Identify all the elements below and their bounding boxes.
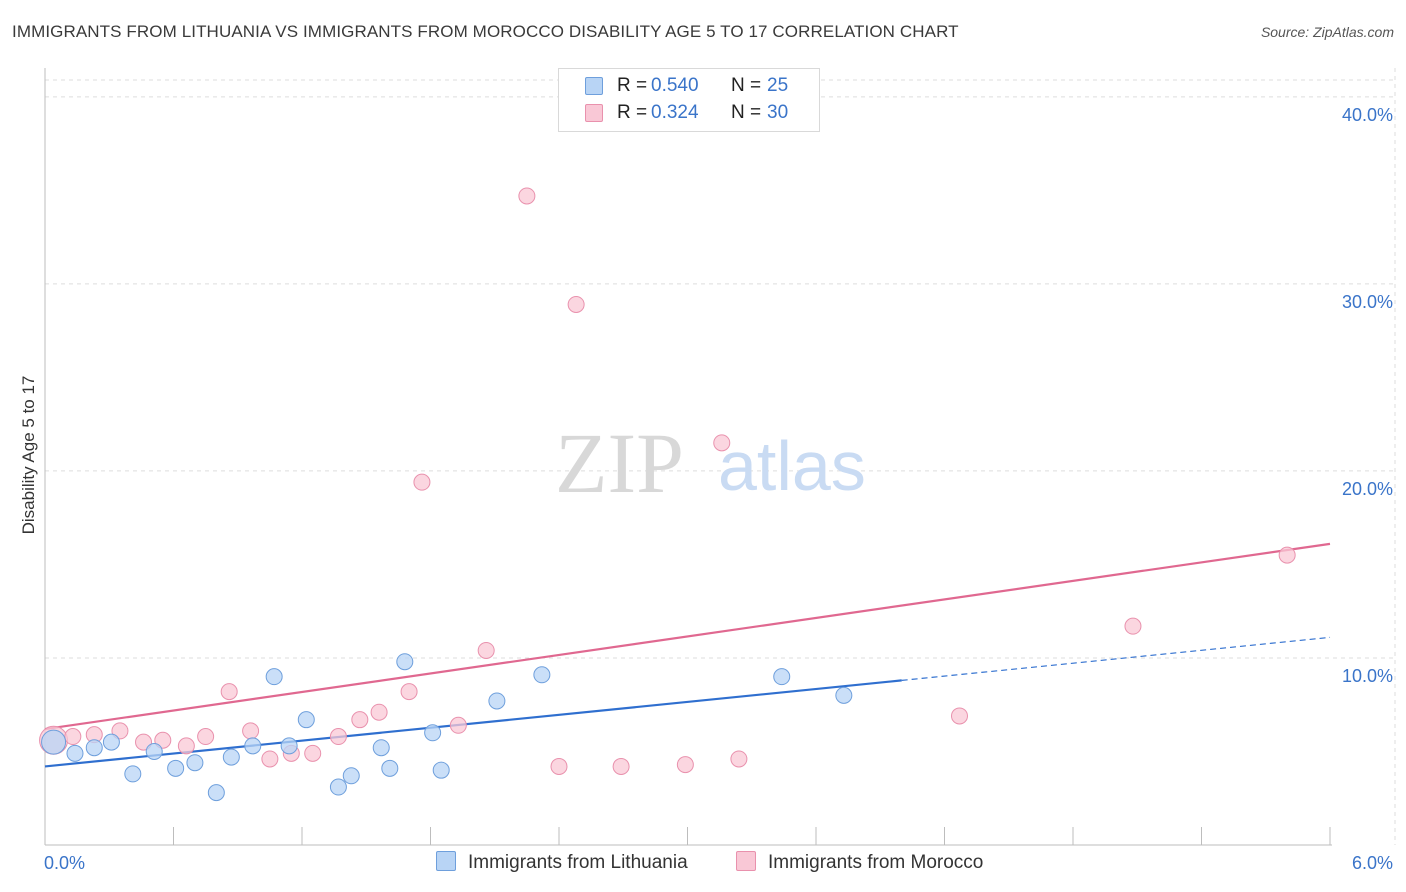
data-point-lithuania [773,668,791,686]
y-tick-label: 10.0% [1342,666,1393,686]
data-point-lithuania [432,761,450,779]
data-point-lithuania [424,724,442,742]
series-lithuania-points [41,653,853,802]
data-point-morocco [713,434,731,452]
data-point-morocco [449,716,467,734]
data-point-morocco [730,750,748,768]
data-point-lithuania [85,739,103,757]
watermark-atlas: atlas [718,427,866,505]
data-point-lithuania [167,759,185,777]
data-point-morocco [477,641,495,659]
data-point-lithuania [280,737,298,755]
data-point-lithuania [124,765,142,783]
trend-line-lithuania-extension [901,636,1331,682]
data-point-morocco [550,757,568,775]
data-point-morocco [111,722,129,740]
legend-swatch-morocco [585,104,603,122]
data-point-morocco [177,737,195,755]
legend-swatch-lithuania [585,77,603,95]
data-point-lithuania [244,737,262,755]
data-point-lithuania [186,754,204,772]
data-point-lithuania [381,759,399,777]
data-point-lithuania [41,729,67,755]
legend-r-label: R = [617,75,648,96]
y-tick-label: 20.0% [1342,479,1393,499]
data-point-lithuania [342,767,360,785]
trend-lines [44,542,1331,768]
watermark-zip: ZIP [555,415,684,511]
data-point-morocco [518,187,536,205]
stats-legend: R = 0.540 N = 25 R = 0.324 N = 30 [558,68,820,132]
axes [44,68,1332,846]
data-point-morocco [154,731,172,749]
data-point-morocco [197,728,215,746]
data-point-morocco [567,295,585,313]
data-point-morocco [329,728,347,746]
data-point-morocco [1124,617,1142,635]
data-point-morocco [135,733,153,751]
data-point-lithuania [222,748,240,766]
data-point-morocco [242,722,260,740]
legend-r-label: R = [617,102,648,123]
data-point-lithuania [835,686,853,704]
data-point-lithuania [396,653,414,671]
legend-n-value-lithuania: 25 [767,75,789,96]
source-label: Source: ZipAtlas.com [1260,24,1394,40]
data-point-morocco [413,473,431,491]
data-point-lithuania [372,739,390,757]
bottom-legend-swatch-lithuania [436,851,456,871]
data-point-lithuania [102,733,120,751]
data-point-morocco [220,683,238,701]
data-point-morocco [1278,546,1296,564]
data-point-lithuania [488,692,506,710]
legend-r-value-morocco: 0.324 [651,102,699,123]
data-point-lithuania [329,778,347,796]
data-point-lithuania [145,742,163,760]
data-point-lithuania [297,711,315,729]
legend-n-label: N = [731,75,762,96]
data-point-morocco [400,683,418,701]
legend-r-value-lithuania: 0.540 [651,75,699,96]
data-point-morocco [370,703,388,721]
data-point-morocco [351,711,369,729]
x-tick-label-min: 0.0% [44,853,85,873]
data-point-morocco [676,756,694,774]
bottom-legend-label-morocco: Immigrants from Morocco [768,852,984,873]
y-tick-label: 30.0% [1342,292,1393,312]
trend-line-lithuania [44,679,902,768]
trend-line-morocco [44,542,1331,731]
bottom-legend-lithuania: Immigrants from Lithuania [436,851,688,877]
bottom-legend-swatch-morocco [736,851,756,871]
legend-n-label: N = [731,102,762,123]
data-point-lithuania [265,668,283,686]
data-point-lithuania [207,784,225,802]
data-point-morocco [950,707,968,725]
y-axis-label: Disability Age 5 to 17 [19,376,38,535]
data-point-morocco [64,728,82,746]
bottom-legend-label-lithuania: Immigrants from Lithuania [468,852,688,873]
data-point-morocco [304,744,322,762]
data-point-morocco [612,757,630,775]
bottom-legend-morocco: Immigrants from Morocco [736,851,983,877]
y-tick-label: 40.0% [1342,105,1393,125]
data-point-morocco [261,750,279,768]
data-point-lithuania [533,666,551,684]
data-point-lithuania [66,744,84,762]
x-tick-label-max: 6.0% [1352,853,1393,873]
chart-title: IMMIGRANTS FROM LITHUANIA VS IMMIGRANTS … [12,22,959,41]
tick-labels: 10.0% 20.0% 30.0% 40.0% 0.0% 6.0% [44,105,1393,873]
legend-n-value-morocco: 30 [767,102,789,123]
